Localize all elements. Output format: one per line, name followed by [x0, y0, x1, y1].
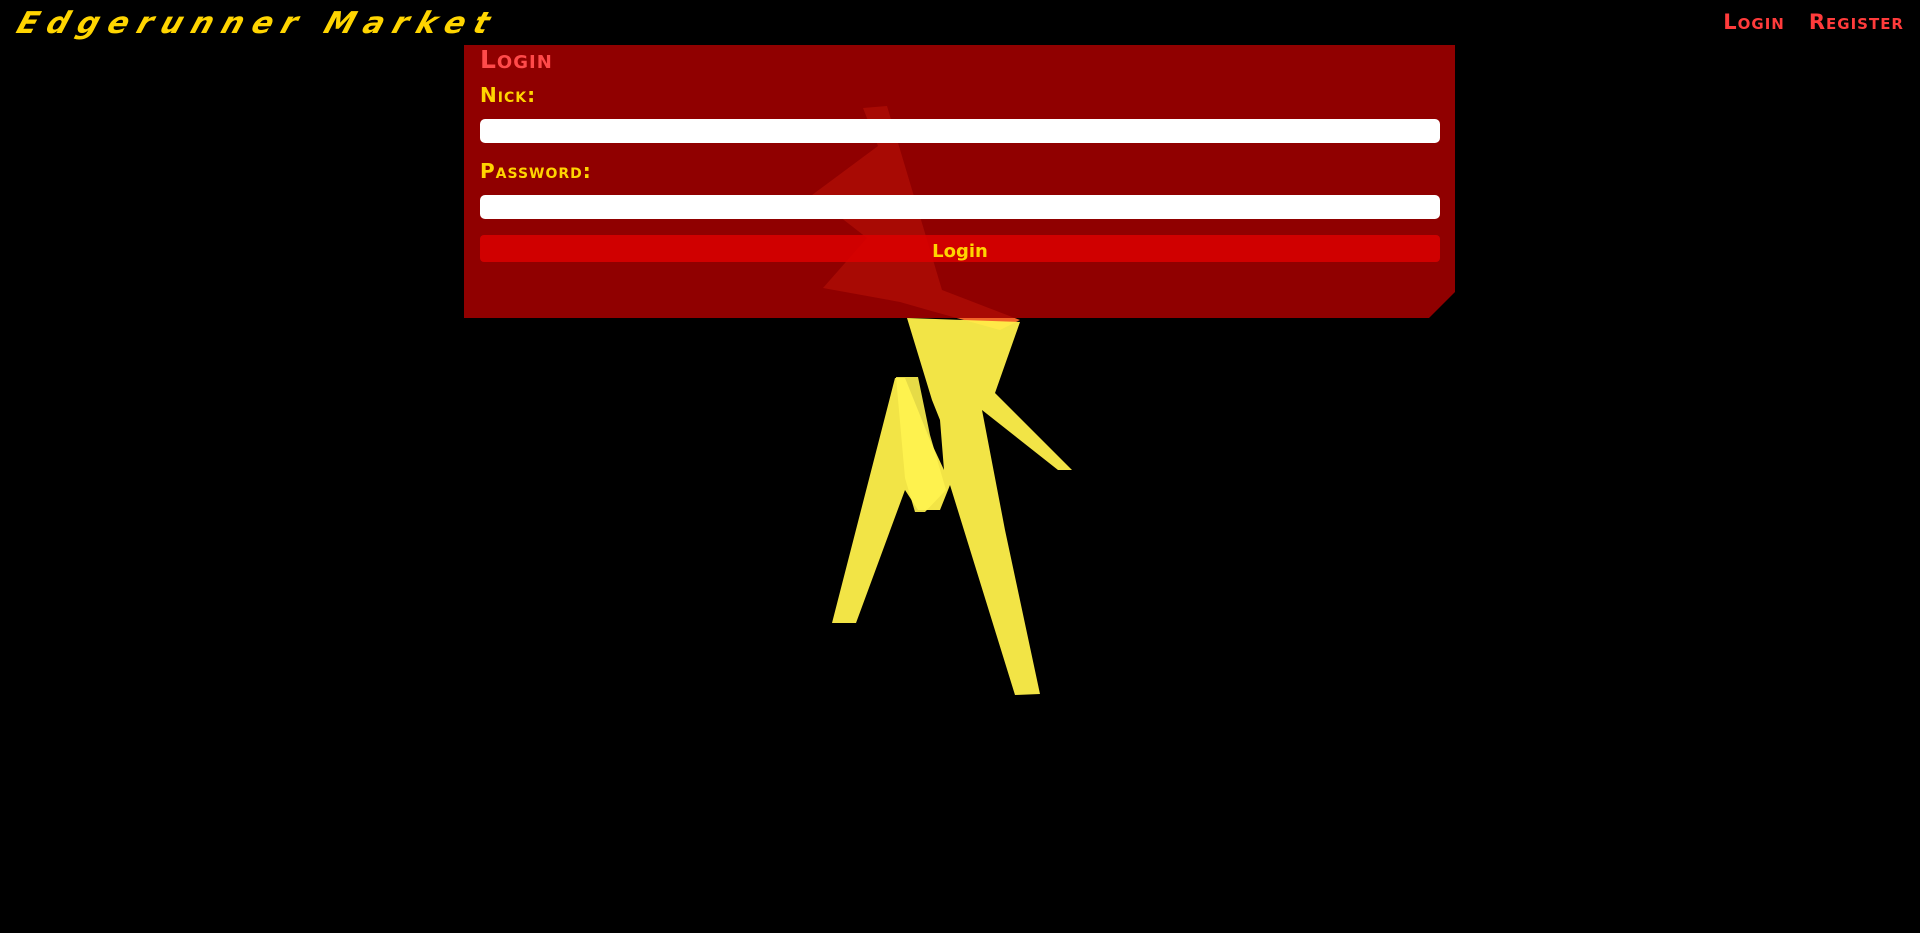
zigzag-yellow-shape-2 — [896, 377, 946, 512]
login-title: Login — [480, 45, 553, 74]
login-panel: Login Nick: Password: Login — [464, 45, 1455, 318]
nav-register-link[interactable]: Register — [1808, 10, 1904, 34]
nick-label: Nick: — [480, 83, 537, 107]
top-navigation: Login Register — [1723, 10, 1904, 34]
password-label: Password: — [480, 159, 592, 183]
nav-login-link[interactable]: Login — [1723, 10, 1785, 34]
password-input[interactable] — [480, 195, 1440, 219]
login-submit-button[interactable]: Login — [480, 235, 1440, 262]
nick-input[interactable] — [480, 119, 1440, 143]
zigzag-yellow-shape — [832, 318, 1072, 695]
brand-logo[interactable]: Edgerunner Market — [12, 6, 504, 41]
